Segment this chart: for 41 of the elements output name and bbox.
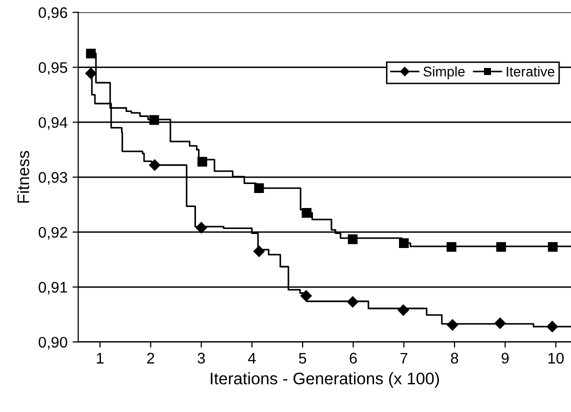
legend-label: Iterative [506, 66, 554, 77]
x-tick-label: 4 [248, 352, 256, 364]
x-tick-label: 3 [198, 352, 205, 364]
x-tick-label: 6 [350, 352, 357, 364]
point [446, 242, 456, 252]
point [302, 208, 312, 218]
x-tick-label: 10 [548, 352, 564, 364]
x-tick-label: 1 [96, 352, 104, 364]
x-tick-label: 7 [400, 352, 408, 364]
point [398, 304, 409, 316]
point [347, 296, 358, 308]
legend-label: Simple [423, 66, 465, 80]
y-tick-label: 0,91 [38, 282, 68, 295]
point [196, 222, 207, 234]
point [86, 48, 96, 58]
point [348, 234, 358, 244]
x-tick-label: 5 [298, 352, 306, 364]
point [149, 159, 160, 171]
point [254, 183, 264, 194]
point [399, 238, 409, 248]
y-tick-label: 0,90 [38, 336, 68, 350]
y-tick-label: 0,93 [38, 172, 68, 185]
point [494, 318, 506, 329]
y-tick-label: 0,95 [38, 62, 68, 75]
point [546, 320, 558, 332]
y-tick-label: 0,94 [38, 117, 68, 130]
point [253, 246, 265, 257]
point [446, 319, 458, 331]
y-axis-title: Fitness [16, 150, 30, 203]
y-tick-label: 0,92 [38, 226, 68, 240]
point [548, 242, 558, 252]
x-tick-label: 8 [450, 352, 458, 364]
x-tick-label: 2 [147, 352, 154, 364]
point [149, 115, 160, 125]
x-tick-label: 9 [502, 352, 509, 364]
point [197, 156, 208, 167]
y-tick-label: 0,96 [38, 7, 68, 20]
x-axis-title: Iterations - Generations (x 100) [210, 372, 439, 388]
point [496, 242, 506, 252]
point [85, 68, 96, 79]
point [300, 290, 312, 302]
